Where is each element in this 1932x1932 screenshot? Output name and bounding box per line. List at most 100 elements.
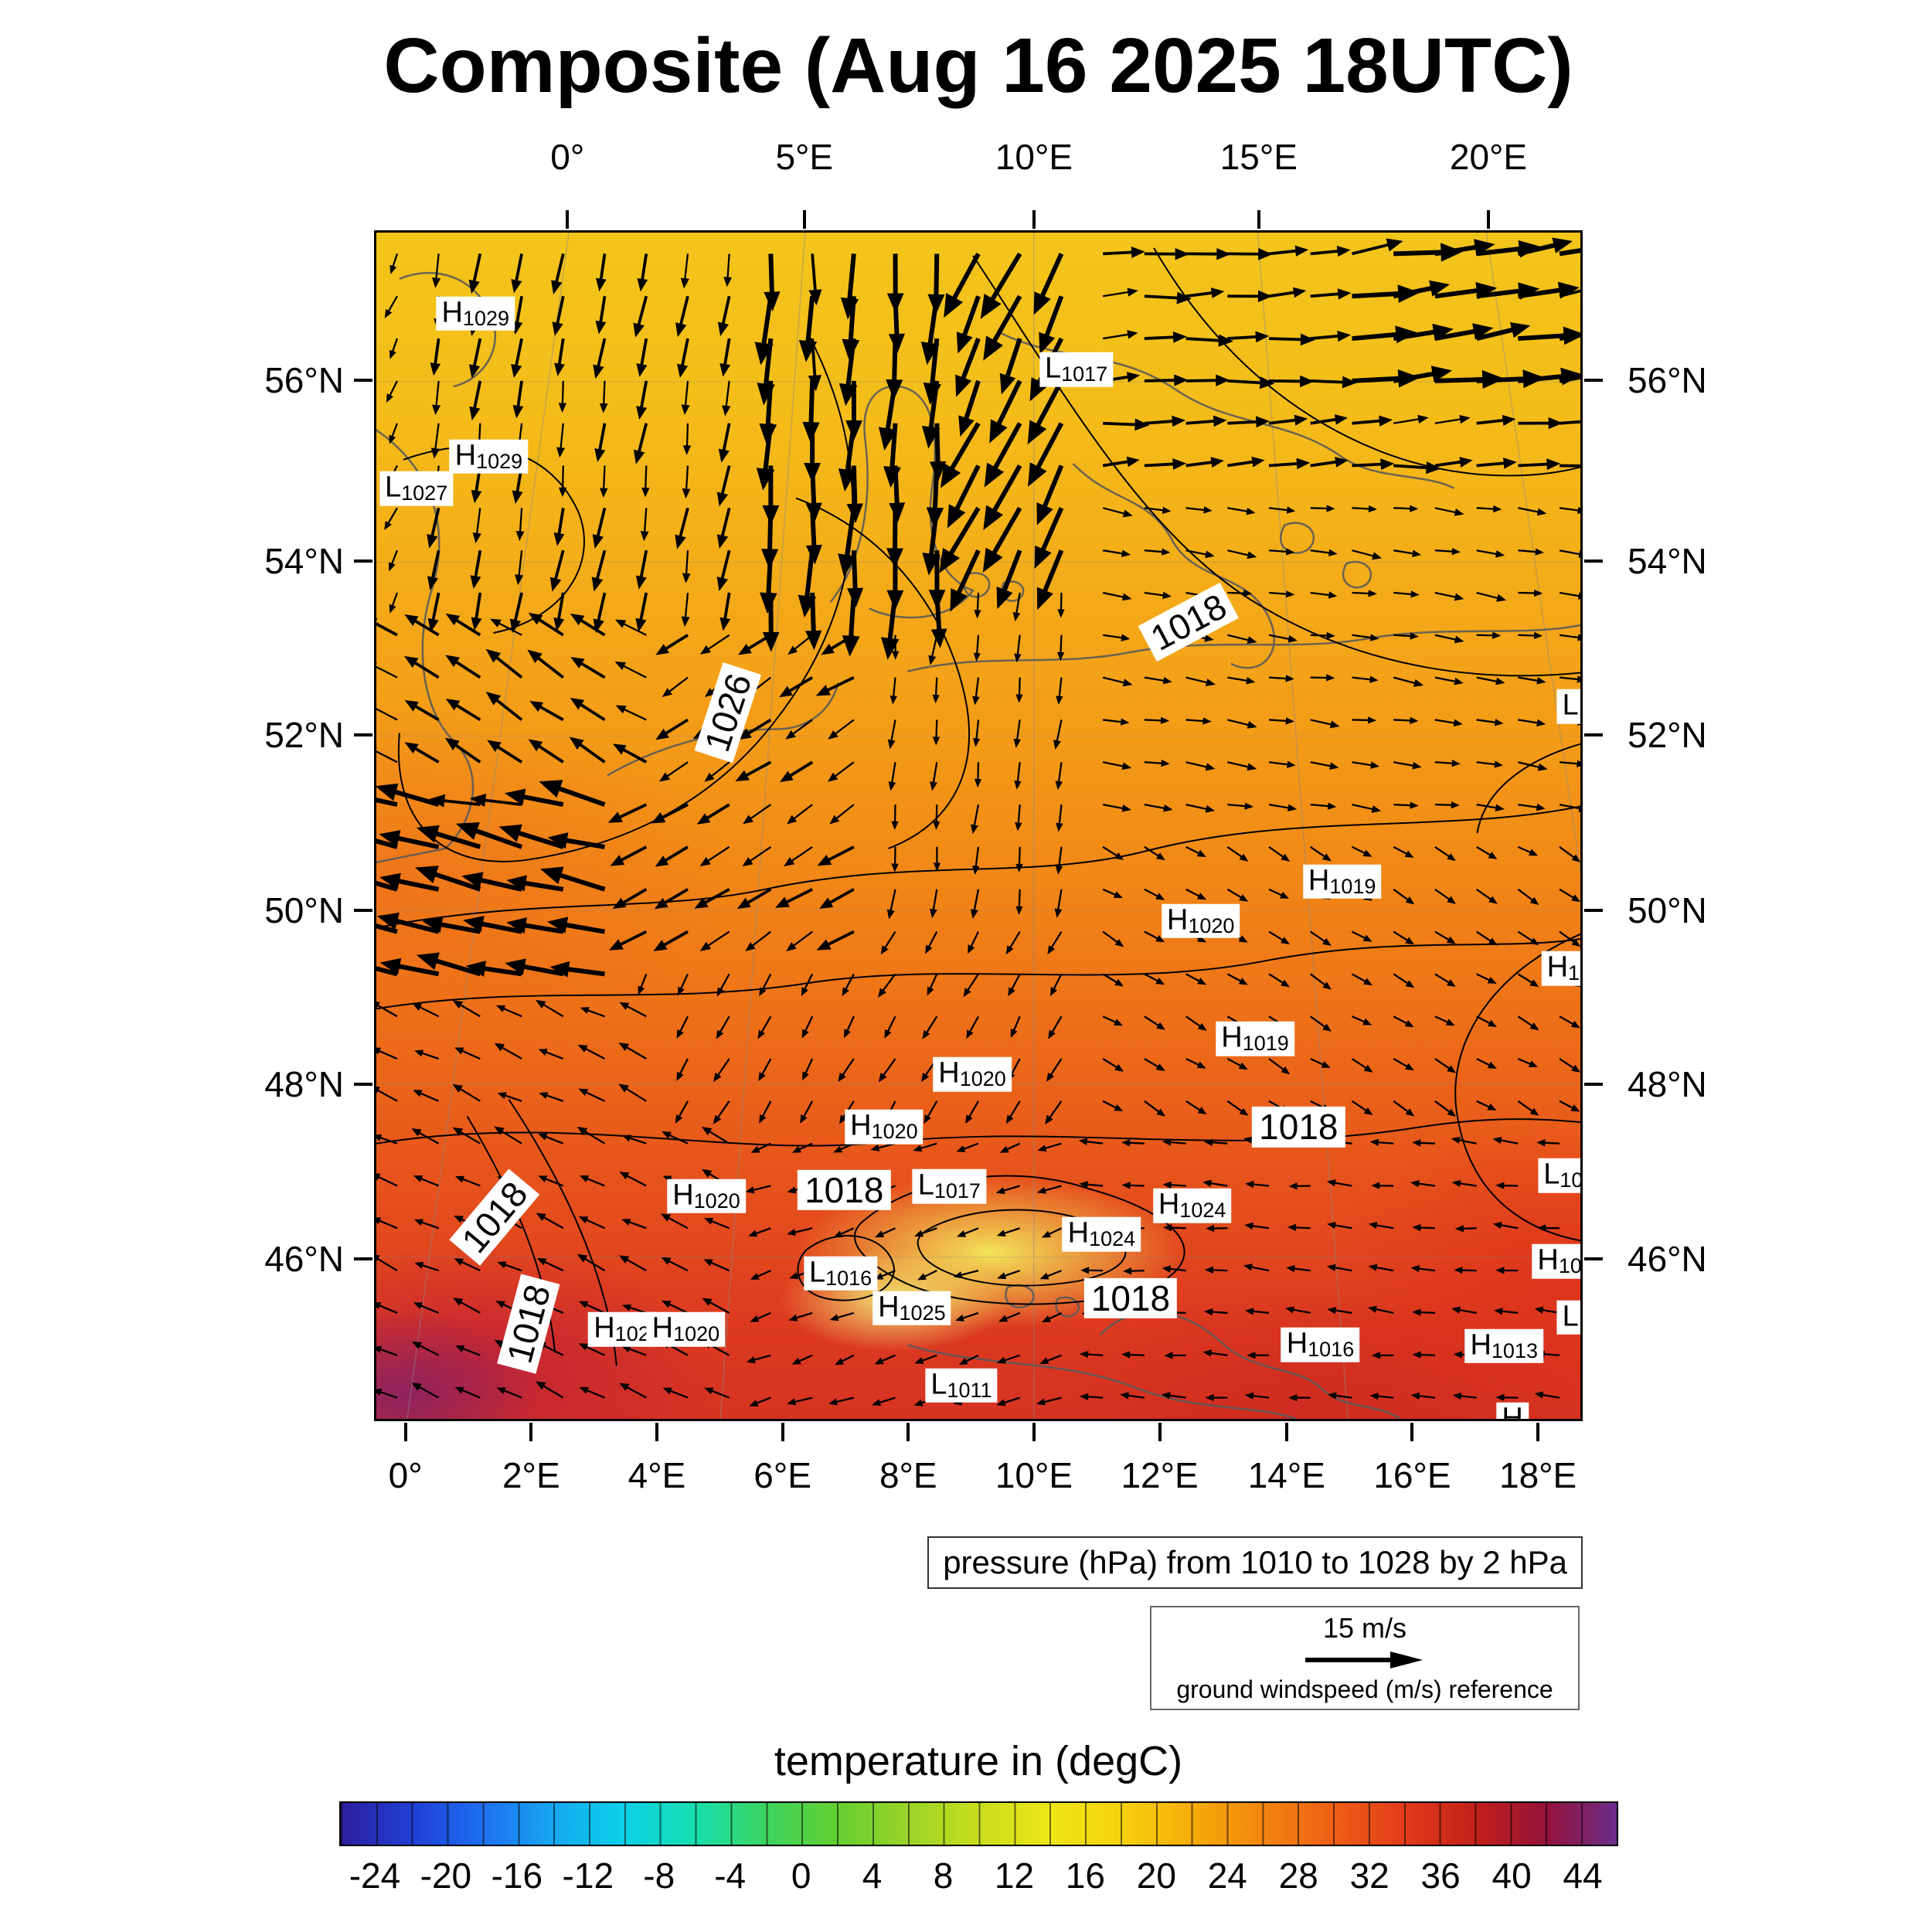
wind-arrow-icon [877, 973, 896, 998]
wind-arrow-icon [1352, 415, 1393, 427]
wind-arrow-icon [614, 619, 647, 636]
wind-arrow-icon [703, 1259, 730, 1272]
wind-arrow-icon [536, 1213, 564, 1230]
wind-arrow-icon [1268, 845, 1291, 862]
wind-arrow-icon [1202, 1179, 1228, 1187]
colorbar-tick: -4 [714, 1855, 747, 1896]
wind-arrow-icon [1185, 334, 1234, 347]
wind-arrow-icon [633, 423, 648, 464]
wind-arrow-icon [1268, 888, 1290, 899]
wind-arrow-icon [1227, 676, 1256, 685]
wind-arrow-icon [1036, 549, 1064, 611]
wind-arrow-icon [736, 888, 772, 910]
pressure-center-label: L1017 [912, 1169, 986, 1204]
wind-arrow-icon [947, 464, 981, 529]
wind-arrow-icon [578, 1343, 605, 1356]
wind-arrow-icon [1434, 888, 1456, 904]
wind-arrow-icon [1454, 1225, 1477, 1233]
wind-arrow-icon [1057, 592, 1065, 618]
wind-arrow-icon [506, 875, 564, 892]
wind-arrow-icon [750, 1270, 771, 1280]
wind-arrow-icon [750, 1142, 771, 1153]
wind-arrow-icon [995, 1185, 1021, 1195]
wind-arrow-icon [661, 1257, 689, 1272]
wind-arrow-icon [472, 508, 481, 544]
wind-arrow-icon [791, 1142, 813, 1153]
wind-arrow-icon [1559, 845, 1580, 862]
wind-arrow-icon [749, 1396, 771, 1406]
wind-arrow-icon [738, 718, 772, 740]
wind-arrow-icon [735, 760, 772, 782]
wind-arrow-icon [1162, 1181, 1186, 1189]
wind-arrow-icon [485, 648, 523, 679]
wind-arrow-icon [972, 846, 980, 876]
pressure-center-label: L [1556, 1300, 1580, 1335]
wind-arrow-icon [1102, 761, 1132, 770]
wind-arrow-icon [838, 507, 856, 577]
wind-arrow-icon [965, 1100, 979, 1124]
wind-arrow-icon [917, 1270, 937, 1281]
wind-arrow-icon [1393, 1100, 1415, 1117]
wind-arrow-icon [1559, 930, 1580, 947]
wind-arrow-icon [1434, 801, 1460, 809]
wind-arrow-icon [547, 832, 605, 849]
wind-arrow-icon [743, 804, 772, 825]
wind-arrow-icon [413, 1175, 440, 1187]
wind-arrow-icon [787, 1396, 813, 1406]
wind-arrow-icon [884, 1015, 896, 1039]
wind-arrow-icon [1352, 590, 1377, 597]
wind-arrow-icon [1434, 548, 1461, 556]
wind-arrow-icon [1144, 930, 1165, 943]
wind-arrow-icon [429, 794, 481, 808]
wind-arrow-icon [787, 634, 813, 655]
wind-arrow-icon [675, 1100, 689, 1124]
wind-arrow-icon [539, 1092, 564, 1102]
wind-arrow-icon [1268, 634, 1298, 643]
wind-arrow-icon [817, 845, 855, 866]
wind-arrow-icon [973, 634, 981, 662]
wind-arrow-icon [1476, 414, 1516, 426]
wind-arrow-icon [1227, 416, 1270, 428]
wind-arrow-icon [427, 549, 440, 590]
wind-arrow-icon [1144, 845, 1165, 861]
wind-arrow-icon [1144, 331, 1187, 343]
wind-arrow-icon [802, 1058, 814, 1081]
wind-arrow-icon [1056, 804, 1063, 832]
wind-arrow-icon [1495, 1393, 1519, 1401]
wind-arrow-icon [694, 888, 730, 909]
pressure-center-label: H1025 [872, 1291, 951, 1325]
wind-arrow-icon [1517, 1015, 1539, 1031]
wind-arrow-icon [816, 930, 855, 951]
wind-arrow-icon [512, 380, 524, 419]
wind-arrow-icon [1351, 1058, 1373, 1073]
wind-arrow-icon [444, 737, 481, 764]
wind-arrow-icon [1517, 930, 1539, 946]
wind-arrow-icon [619, 1002, 647, 1018]
wind-arrow-icon [1039, 295, 1064, 355]
wind-arrow-icon [600, 465, 608, 498]
wind-arrow-icon [1412, 1351, 1435, 1359]
wind-arrow-icon [376, 618, 398, 637]
wind-arrow-icon [595, 253, 607, 292]
pressure-center-label: L1011 [925, 1368, 998, 1403]
wind-arrow-icon [1368, 1264, 1394, 1272]
wind-arrow-icon [1144, 973, 1165, 985]
wind-arrow-icon [376, 704, 398, 721]
wind-arrow-icon [758, 1058, 772, 1082]
wind-arrow-icon [614, 662, 647, 679]
wind-arrow-icon [983, 294, 1022, 361]
wind-arrow-icon [1245, 1180, 1270, 1189]
wind-arrow-icon [1247, 1352, 1270, 1359]
wind-arrow-icon [1185, 717, 1212, 725]
wind-arrow-icon [1204, 1308, 1228, 1316]
wind-arrow-icon [633, 295, 648, 338]
wind-arrow-icon [515, 508, 525, 542]
axis-label-top: 15°E [1219, 137, 1298, 177]
wind-arrow-icon [786, 930, 813, 951]
wind-arrow-icon [1476, 803, 1505, 812]
wind-arrow-icon [1393, 801, 1419, 809]
wind-arrow-icon [536, 1258, 564, 1272]
wind-arrow-icon [1559, 591, 1580, 600]
axis-tick [1032, 210, 1036, 229]
